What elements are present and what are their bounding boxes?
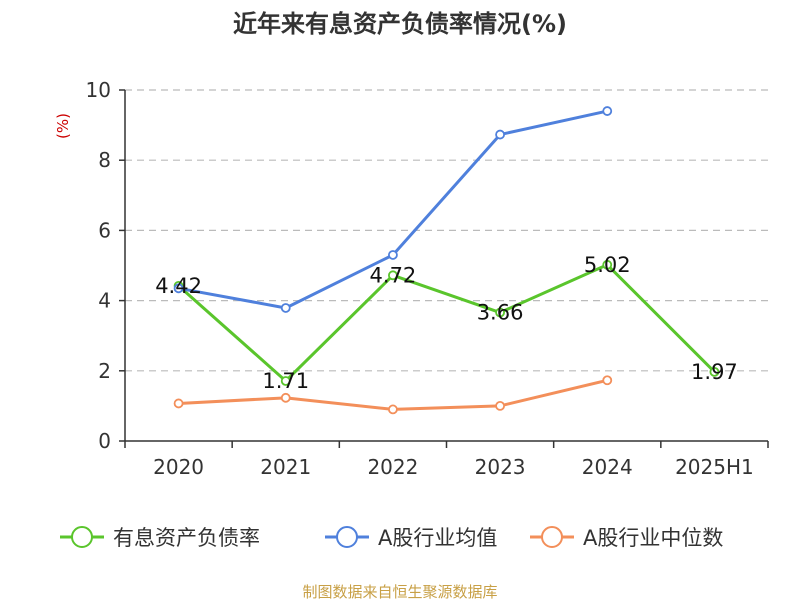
data-point (280, 392, 291, 403)
legend-marker (71, 526, 93, 548)
y-tick-label: 8 (98, 148, 111, 172)
data-point (602, 106, 613, 116)
data-point (280, 376, 291, 386)
data-point (388, 404, 398, 415)
legend-label: A股行业均值 (378, 526, 497, 550)
legend-item-1: A股行业均值 (325, 526, 497, 550)
data-point (602, 259, 613, 270)
data-point (280, 303, 291, 313)
data-point (495, 129, 505, 140)
x-tick-label: 2022 (367, 455, 418, 479)
x-tick-label: 2024 (582, 455, 633, 479)
data-point (602, 375, 613, 386)
data-label: 1.71 (262, 369, 309, 393)
legend-marker (541, 526, 563, 548)
y-tick-label: 2 (98, 359, 111, 383)
series-layer (173, 106, 720, 415)
data-label: 1.97 (691, 360, 738, 384)
data-point (388, 250, 398, 260)
data-point (173, 398, 184, 409)
legend-marker (336, 526, 358, 548)
x-tick-label: 2020 (153, 455, 204, 479)
series-2 (173, 375, 613, 415)
data-label: 4.72 (370, 263, 417, 287)
x-tick-label: 2023 (475, 455, 526, 479)
data-label: 4.42 (155, 274, 202, 298)
axes: 0 2 4 6 8 10 2020 2021 2022 2023 2024 2025H1 (86, 78, 769, 479)
y-tick-label: 10 (86, 78, 111, 102)
series-line (177, 263, 716, 383)
y-tick-label: 0 (98, 429, 111, 453)
series-0 (173, 259, 720, 386)
legend-label: A股行业中位数 (583, 526, 723, 550)
data-point (495, 400, 505, 411)
x-tick-label: 2025H1 (675, 455, 754, 479)
data-label: 3.66 (477, 301, 524, 325)
legend-item-2: A股行业中位数 (530, 526, 723, 550)
source-note: 制图数据来自恒生聚源数据库 (302, 583, 497, 600)
data-point (388, 270, 398, 281)
data-point (495, 307, 505, 318)
data-point (173, 283, 184, 294)
legend-label: 有息资产负债率 (113, 526, 260, 550)
y-tick-label: 4 (98, 289, 111, 313)
legend-item-0: 有息资产负债率 (60, 526, 260, 550)
chart-title: 近年来有息资产负债率情况(%) (233, 10, 567, 38)
data-label: 5.02 (584, 253, 631, 277)
data-point (709, 366, 720, 377)
x-tick-label: 2021 (260, 455, 311, 479)
legend: 有息资产负债率 A股行业均值 A股行业中位数 (60, 526, 723, 550)
y-tick-label: 6 (98, 218, 111, 242)
y-axis-label: (%) (54, 113, 72, 139)
series-1 (173, 106, 613, 313)
data-labels: 4.42 1.71 4.72 3.66 5.02 1.97 (155, 253, 738, 393)
